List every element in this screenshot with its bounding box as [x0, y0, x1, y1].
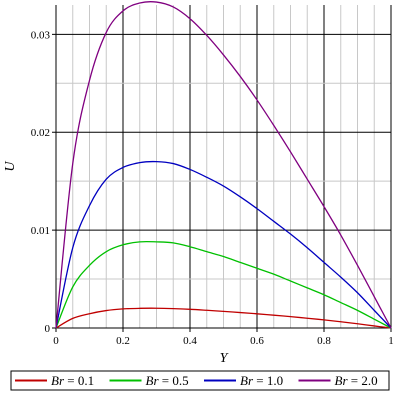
grid-lines [56, 5, 391, 328]
legend-label-1: Br = 0.1 [51, 373, 94, 388]
legend-label-3: Br = 1.0 [240, 373, 283, 388]
legend-box [10, 370, 390, 391]
y-tick-label: 0.02 [31, 127, 50, 139]
axes [55, 5, 392, 329]
y-tick-label: 0 [45, 323, 51, 335]
y-tick-label: 0.01 [31, 225, 50, 237]
x-tick-label: 0.6 [250, 335, 264, 347]
series-line-1 [55, 307, 392, 329]
x-tick-label: 1 [388, 335, 394, 347]
x-tick-label: 0.4 [183, 335, 197, 347]
y-tick-label: 0.03 [31, 29, 51, 41]
x-tick-label: 0.8 [317, 335, 331, 347]
series-line-4 [55, 1, 392, 329]
series-line-3 [55, 160, 392, 329]
x-tick-label: 0 [53, 335, 59, 347]
x-tick-label: 0.2 [116, 335, 130, 347]
x-axis-label: Y [220, 351, 230, 366]
y-axis-label: U [3, 161, 18, 172]
series-lines [55, 1, 392, 329]
legend-label-2: Br = 0.5 [146, 373, 189, 388]
legend: Br = 0.1 Br = 0.5 Br = 1.0 Br = 2.0 [10, 370, 390, 391]
legend-label-4: Br = 2.0 [335, 373, 378, 388]
series-line-2 [55, 240, 392, 329]
tick-labels: 0 0.2 0.4 0.6 0.8 1 0 0.01 0.02 0.03 [31, 29, 394, 347]
